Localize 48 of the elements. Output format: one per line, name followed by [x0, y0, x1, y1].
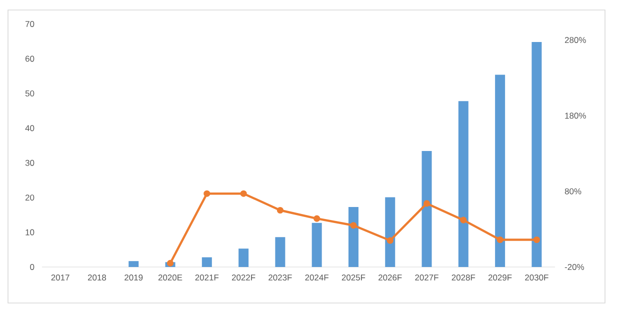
point: [240, 190, 247, 197]
y-tick-label: 0: [30, 264, 34, 270]
bar: [458, 101, 468, 267]
y-tick-label: 10: [26, 229, 34, 236]
x-tick-label: 2017: [51, 274, 70, 281]
bar: [495, 74, 506, 267]
point: [166, 260, 174, 267]
y2-tick-label: 280%: [564, 37, 586, 43]
x-tick-label: 2021F: [195, 274, 219, 281]
y2-tick-label: 180%: [565, 112, 586, 119]
point: [423, 200, 430, 207]
bar: [532, 42, 542, 267]
bar: [422, 151, 432, 267]
bar: [348, 206, 358, 267]
point: [460, 216, 467, 224]
x-tick-label: 2028F: [452, 274, 476, 281]
point: [496, 236, 504, 244]
x-tick-label: 2024F: [305, 274, 328, 281]
y-tick-label: 50: [25, 90, 34, 96]
x-tick-label: 2026F: [378, 274, 402, 281]
bar: [128, 261, 139, 267]
point: [314, 215, 320, 222]
point: [386, 237, 394, 244]
x-tick-label: 2025F: [342, 274, 366, 281]
bar: [385, 197, 396, 267]
point: [533, 236, 540, 244]
y2-tick-label: 80%: [564, 188, 582, 194]
x-tick-label: 2030F: [525, 274, 548, 281]
y-tick-label: 20: [25, 194, 34, 201]
x-tick-label: 2029F: [488, 274, 512, 281]
point: [204, 190, 210, 197]
y-tick-label: 30: [25, 160, 34, 166]
y2-tick-label: -20%: [564, 264, 584, 270]
y-tick-label: 40: [25, 125, 34, 132]
x-tick-label: 2022F: [232, 274, 256, 281]
x-tick-label: 2023F: [268, 274, 292, 281]
x-tick-label: 2027F: [415, 274, 438, 281]
point: [276, 206, 284, 214]
bar: [275, 237, 286, 267]
bar: [238, 248, 249, 267]
x-tick-label: 2018: [88, 274, 106, 281]
y-tick-label: 70: [26, 21, 34, 27]
x-tick-label: 2019: [124, 274, 143, 281]
point: [350, 222, 357, 229]
bar: [202, 257, 212, 267]
y-tick-label: 60: [26, 56, 34, 62]
bar: [312, 222, 322, 267]
x-tick-label: 2020E: [158, 274, 182, 281]
